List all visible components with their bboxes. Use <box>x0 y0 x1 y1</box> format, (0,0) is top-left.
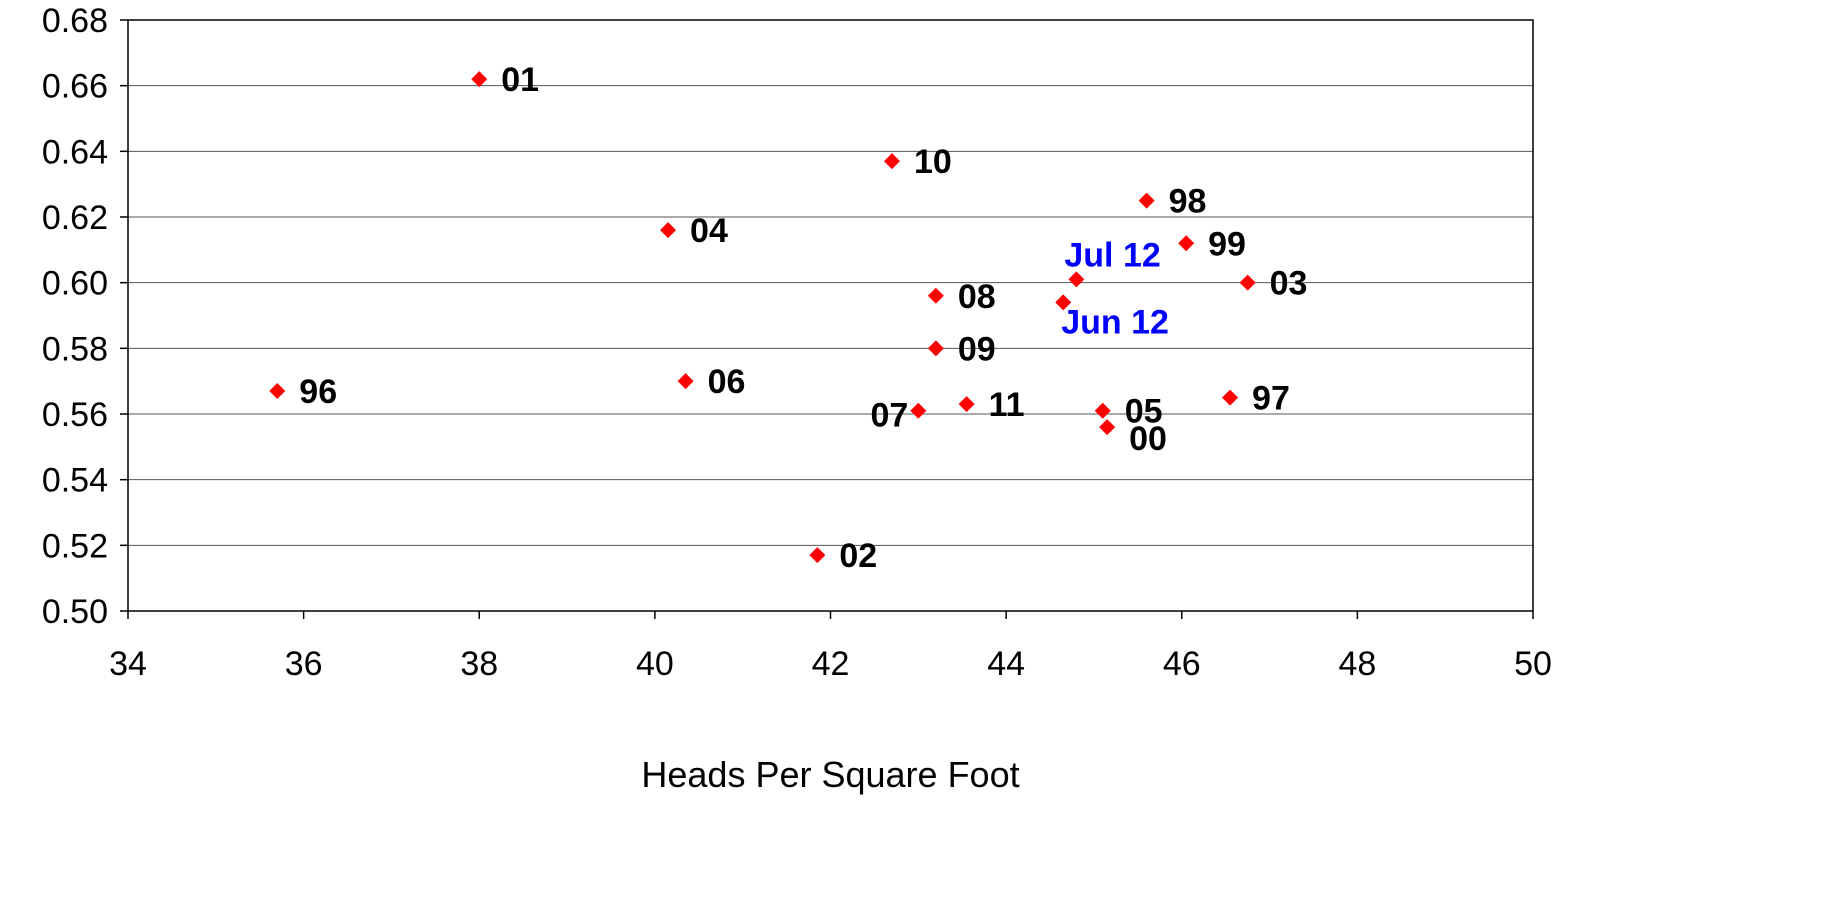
y-tick-label: 0.58 <box>42 330 108 368</box>
point-marker <box>958 396 975 413</box>
data-point: 03 <box>1239 265 1308 303</box>
data-points: 01 10 98 04 99 Jul 12 03 08 Jun 12 09 06 96 97 11 05 07… <box>269 61 1307 575</box>
x-tick-label: 46 <box>1163 645 1201 683</box>
point-label: 01 <box>501 61 539 99</box>
point-label: 03 <box>1270 265 1308 303</box>
gridlines <box>128 85 1533 546</box>
axes: 0.50 0.52 0.54 0.56 0.58 0.60 0.62 0.64 0.66 0.68… <box>42 2 1552 683</box>
point-label: 00 <box>1129 420 1167 458</box>
point-marker <box>1055 294 1072 311</box>
y-tick-label: 0.64 <box>42 133 108 171</box>
point-label: Jun 12 <box>1061 303 1169 341</box>
data-point: 00 <box>1099 419 1167 458</box>
x-axis-title: Heads Per Square Foot <box>641 754 1019 795</box>
point-label: 02 <box>839 537 877 575</box>
point-label: 98 <box>1169 183 1207 221</box>
y-tick-label: 0.62 <box>42 199 108 237</box>
point-marker <box>1099 419 1116 436</box>
data-point: 96 <box>269 373 337 411</box>
x-tick-label: 34 <box>109 645 147 683</box>
point-marker <box>1068 271 1085 288</box>
x-tick-label: 50 <box>1514 645 1552 683</box>
point-label: 99 <box>1208 225 1246 263</box>
point-marker <box>1222 389 1239 406</box>
point-marker <box>1178 235 1195 252</box>
data-point: 99 <box>1178 225 1246 263</box>
x-tick-label: 48 <box>1338 645 1376 683</box>
point-label: 11 <box>989 386 1025 424</box>
point-label: 06 <box>708 363 746 401</box>
data-point: 09 <box>927 330 996 368</box>
point-marker <box>1138 192 1155 209</box>
point-marker <box>1094 402 1111 419</box>
data-point: 07 <box>870 397 927 435</box>
data-point: 98 <box>1138 183 1207 221</box>
data-point: 01 <box>471 61 539 99</box>
data-point: Jun 12 <box>1055 294 1169 341</box>
point-label: 05 <box>1125 393 1163 431</box>
point-marker <box>910 402 927 419</box>
x-tick-label: 36 <box>285 645 323 683</box>
y-tick-label: 0.66 <box>42 68 108 106</box>
y-tick-label: 0.68 <box>42 2 108 40</box>
data-point: 08 <box>927 278 996 316</box>
point-label: 08 <box>958 278 996 316</box>
data-point: 05 <box>1094 393 1163 431</box>
point-label: 10 <box>914 143 952 181</box>
x-tick-label: 38 <box>460 645 498 683</box>
y-tick-label: 0.60 <box>42 265 108 303</box>
point-label: 96 <box>299 373 337 411</box>
x-tick-label: 44 <box>987 645 1025 683</box>
point-label: 04 <box>690 212 728 250</box>
point-marker <box>660 222 677 239</box>
point-marker <box>883 153 900 170</box>
point-label: 97 <box>1252 380 1290 418</box>
data-point: 02 <box>809 537 877 575</box>
point-marker <box>927 287 944 304</box>
point-marker <box>471 71 488 88</box>
point-marker <box>269 383 286 400</box>
x-tick-label: 42 <box>812 645 850 683</box>
data-point: 04 <box>660 212 728 250</box>
point-label: 07 <box>870 397 908 435</box>
point-label: Jul 12 <box>1064 236 1160 274</box>
data-point: 11 <box>958 386 1025 424</box>
point-label: 09 <box>958 330 996 368</box>
data-point: Jul 12 <box>1064 236 1161 288</box>
data-point: 10 <box>883 143 952 181</box>
y-tick-label: 0.56 <box>42 396 108 434</box>
y-tick-label: 0.50 <box>42 593 108 631</box>
y-tick-label: 0.52 <box>42 527 108 565</box>
point-marker <box>677 373 694 390</box>
y-tick-label: 0.54 <box>42 462 108 500</box>
x-tick-label: 40 <box>636 645 674 683</box>
data-point: 97 <box>1222 380 1290 418</box>
point-marker <box>1239 274 1256 291</box>
data-point: 06 <box>677 363 746 401</box>
point-marker <box>809 547 826 564</box>
plot-frame <box>127 19 1534 612</box>
point-marker <box>927 340 944 357</box>
